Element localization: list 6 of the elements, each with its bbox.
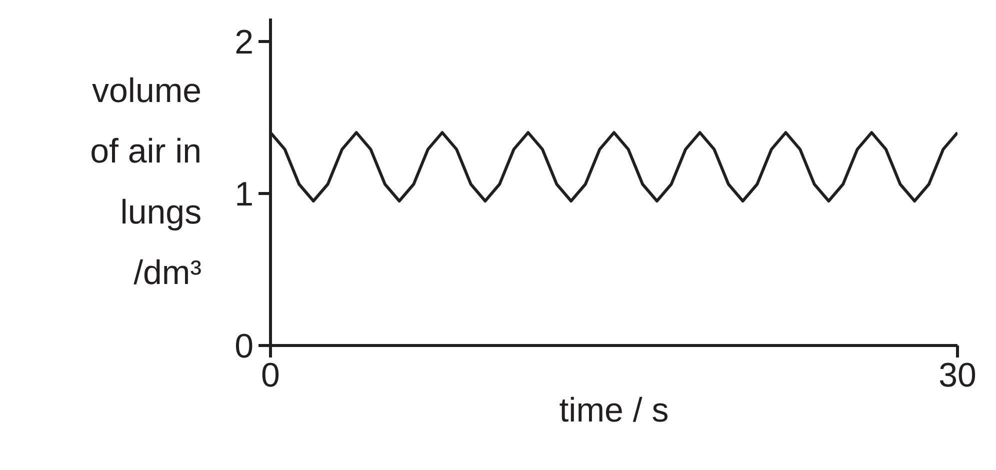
x-axis-title: time / s <box>559 392 669 430</box>
x-tick-label: 30 <box>938 356 976 394</box>
y-tick-label: 0 <box>234 328 254 366</box>
y-tick-label: 1 <box>234 175 254 214</box>
y-tick-label: 2 <box>234 23 254 62</box>
y-axis-title: volume of air in lungs /dm³ <box>90 72 202 292</box>
